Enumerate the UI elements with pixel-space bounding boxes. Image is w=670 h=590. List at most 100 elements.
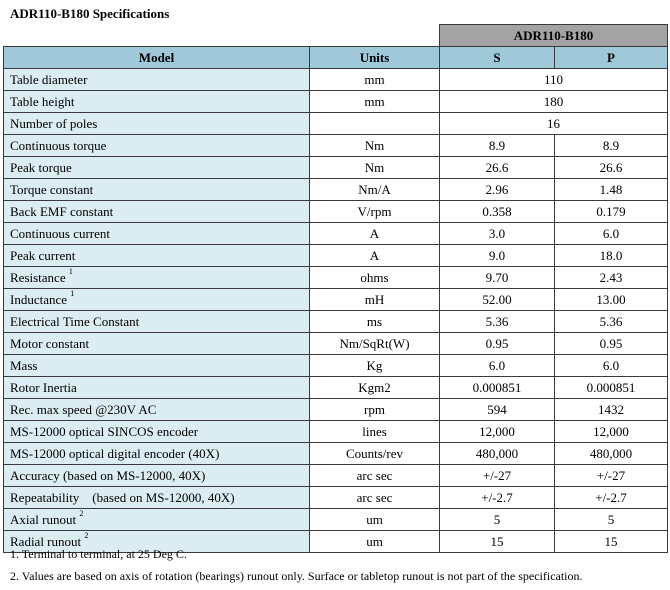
row-value-merged: 16 bbox=[438, 112, 669, 135]
spec-table: ADR110-B180 Model Units S P Table diamet… bbox=[3, 24, 669, 553]
row-value-p: 18.0 bbox=[553, 244, 669, 267]
row-value-p: 12,000 bbox=[553, 420, 669, 443]
row-unit: Counts/rev bbox=[309, 442, 440, 465]
table-row: Table height mm 180 bbox=[3, 90, 669, 113]
row-label: Rec. max speed @230V AC bbox=[3, 398, 310, 421]
row-unit: ms bbox=[309, 310, 440, 333]
row-value-s: 5 bbox=[439, 508, 555, 531]
row-label: Axial runout 2 bbox=[3, 508, 310, 531]
row-label-text: MS-12000 optical digital encoder (40X) bbox=[10, 445, 220, 461]
row-value-p: 5 bbox=[553, 508, 669, 531]
footnote-marker: 2 bbox=[79, 509, 84, 519]
footnote-2: 2. Values are based on axis of rotation … bbox=[10, 569, 583, 583]
footnote-1: 1. Terminal to terminal, at 25 Deg C. bbox=[10, 547, 187, 561]
row-label-text: Radial runout bbox=[10, 533, 82, 549]
row-label-text: Peak current bbox=[10, 247, 76, 263]
row-unit: um bbox=[309, 530, 440, 553]
row-value-s: 52.00 bbox=[439, 288, 555, 311]
row-label: Peak current bbox=[3, 244, 310, 267]
row-label-text: MS-12000 optical SINCOS encoder bbox=[10, 423, 199, 439]
table-row: Continuous torque Nm 8.9 8.9 bbox=[3, 134, 669, 157]
empty-cell bbox=[3, 24, 310, 47]
row-value-merged: 110 bbox=[438, 68, 669, 91]
row-label: Radial runout 2 bbox=[3, 530, 310, 553]
table-row: Peak current A 9.0 18.0 bbox=[3, 244, 669, 267]
row-value-s: 5.36 bbox=[439, 310, 555, 333]
row-value-p: +/-2.7 bbox=[553, 486, 669, 509]
row-label-text: Number of poles bbox=[10, 115, 98, 131]
table-row: Rotor Inertia Kgm2 0.000851 0.000851 bbox=[3, 376, 669, 399]
row-label-text: Mass bbox=[10, 357, 38, 373]
table-row: Back EMF constant V/rpm 0.358 0.179 bbox=[3, 200, 669, 223]
model-group-header: ADR110-B180 bbox=[438, 24, 669, 47]
row-label: Continuous current bbox=[3, 222, 310, 245]
row-value-s: 0.95 bbox=[439, 332, 555, 355]
row-label-text: Accuracy (based on MS-12000, 40X) bbox=[10, 467, 206, 483]
footnote-marker: 1 bbox=[70, 289, 75, 299]
table-row: Inductance 1 mH 52.00 13.00 bbox=[3, 288, 669, 311]
row-unit: ohms bbox=[309, 266, 440, 289]
row-unit: V/rpm bbox=[309, 200, 440, 223]
row-unit: mH bbox=[309, 288, 440, 311]
row-value-p: 6.0 bbox=[553, 354, 669, 377]
table-row: Repeatability (based on MS-12000, 40X) ar… bbox=[3, 486, 669, 509]
row-label: Inductance 1 bbox=[3, 288, 310, 311]
table-row: Rec. max speed @230V AC rpm 594 1432 bbox=[3, 398, 669, 421]
row-value-s: 480,000 bbox=[439, 442, 555, 465]
row-unit: um bbox=[309, 508, 440, 531]
row-value-s: 8.9 bbox=[439, 134, 555, 157]
table-header-row: Model Units S P bbox=[3, 46, 669, 69]
row-label-text: Continuous torque bbox=[10, 137, 107, 153]
row-label-text: Resistance bbox=[10, 269, 66, 285]
table-row: Torque constant Nm/A 2.96 1.48 bbox=[3, 178, 669, 201]
row-unit: A bbox=[309, 222, 440, 245]
row-value-p: 1.48 bbox=[553, 178, 669, 201]
row-unit: Kgm2 bbox=[309, 376, 440, 399]
row-value-p: 0.179 bbox=[553, 200, 669, 223]
row-label-text: Inductance bbox=[10, 291, 68, 307]
row-label: Table diameter bbox=[3, 68, 310, 91]
row-value-s: +/-2.7 bbox=[439, 486, 555, 509]
row-unit: lines bbox=[309, 420, 440, 443]
row-value-s: 9.70 bbox=[439, 266, 555, 289]
row-value-merged: 180 bbox=[438, 90, 669, 113]
row-unit bbox=[309, 112, 440, 135]
row-value-p: 1432 bbox=[553, 398, 669, 421]
row-value-s: 26.6 bbox=[439, 156, 555, 179]
page-title: ADR110-B180 Specifications bbox=[10, 6, 170, 21]
row-label: Resistance 1 bbox=[3, 266, 310, 289]
row-value-s: 6.0 bbox=[439, 354, 555, 377]
row-label: Continuous torque bbox=[3, 134, 310, 157]
row-value-p: 5.36 bbox=[553, 310, 669, 333]
row-value-s: +/-27 bbox=[439, 464, 555, 487]
row-label-text: Motor constant bbox=[10, 335, 90, 351]
column-header-p: P bbox=[553, 46, 669, 69]
table-row: MS-12000 optical digital encoder (40X) Co… bbox=[3, 442, 669, 465]
row-value-p: 2.43 bbox=[553, 266, 669, 289]
row-value-s: 0.000851 bbox=[439, 376, 555, 399]
row-value-p: 480,000 bbox=[553, 442, 669, 465]
footnote-marker: 1 bbox=[68, 267, 73, 277]
row-label-text: Table height bbox=[10, 93, 75, 109]
row-label: Mass bbox=[3, 354, 310, 377]
row-unit: Kg bbox=[309, 354, 440, 377]
row-unit: mm bbox=[309, 90, 440, 113]
row-label-text: Continuous current bbox=[10, 225, 111, 241]
row-label: Table height bbox=[3, 90, 310, 113]
row-label-text: Rotor Inertia bbox=[10, 379, 77, 395]
table-row: Peak torque Nm 26.6 26.6 bbox=[3, 156, 669, 179]
row-value-p: 6.0 bbox=[553, 222, 669, 245]
row-label: Accuracy (based on MS-12000, 40X) bbox=[3, 464, 310, 487]
row-value-p: 13.00 bbox=[553, 288, 669, 311]
row-value-s: 12,000 bbox=[439, 420, 555, 443]
row-value-p: 8.9 bbox=[553, 134, 669, 157]
row-value-s: 3.0 bbox=[439, 222, 555, 245]
row-label-text: Rec. max speed @230V AC bbox=[10, 401, 157, 417]
row-label: Back EMF constant bbox=[3, 200, 310, 223]
row-value-p: +/-27 bbox=[553, 464, 669, 487]
table-row: Axial runout 2 um 5 5 bbox=[3, 508, 669, 531]
row-value-p: 15 bbox=[553, 530, 669, 553]
table-row: Electrical Time Constant ms 5.36 5.36 bbox=[3, 310, 669, 333]
row-label-text: Axial runout bbox=[10, 511, 77, 527]
table-row: Mass Kg 6.0 6.0 bbox=[3, 354, 669, 377]
